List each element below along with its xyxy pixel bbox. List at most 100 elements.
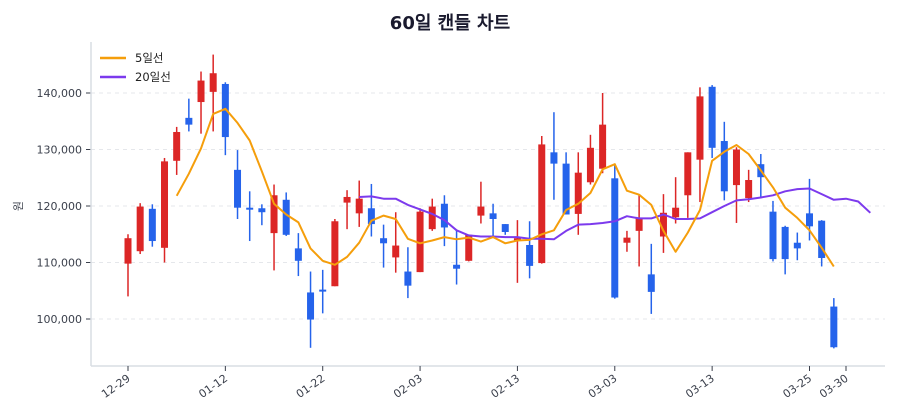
candle-body: [355, 198, 363, 214]
x-tick-label: 01-22: [294, 372, 328, 401]
x-axis: 12-29 01-12 01-22 02-03 02-13 03-03 03-13 03-25…: [91, 365, 885, 401]
candle-body: [781, 226, 789, 260]
candle: [392, 212, 400, 273]
candle-body: [367, 208, 375, 225]
candle: [538, 135, 546, 264]
candle-body: [331, 221, 339, 287]
candle-body: [526, 244, 534, 266]
candle-body: [453, 264, 461, 269]
candle: [489, 203, 497, 238]
candle: [477, 181, 485, 224]
candle-body: [440, 203, 448, 228]
candle-body: [647, 274, 655, 292]
candle: [684, 152, 692, 218]
candle: [720, 121, 728, 201]
candle-body: [234, 169, 242, 208]
candle: [246, 191, 254, 242]
candle-body: [282, 199, 290, 235]
candle-body: [586, 147, 594, 183]
candle: [234, 150, 242, 219]
candle-body: [477, 206, 485, 216]
candle-body: [830, 306, 838, 348]
candle: [623, 230, 631, 252]
candle-body: [538, 144, 546, 264]
candle: [611, 164, 619, 299]
x-tick-label: 12-29: [99, 372, 133, 401]
candle: [818, 220, 826, 267]
candle: [732, 147, 740, 223]
candle-body: [380, 238, 388, 244]
candle: [258, 204, 266, 226]
candle: [331, 218, 339, 287]
candle: [574, 152, 582, 235]
candle: [830, 298, 838, 349]
y-tick-label: 120,000: [37, 200, 83, 213]
candle: [769, 200, 777, 262]
ma5-line: [175, 107, 835, 268]
y-tick-label: 100,000: [37, 313, 83, 326]
candle-body: [684, 152, 692, 196]
candle: [745, 169, 753, 203]
candle: [136, 203, 144, 255]
candle-body: [197, 80, 205, 103]
x-tick-label: 02-03: [391, 372, 425, 401]
candle: [793, 232, 801, 261]
candle: [526, 221, 534, 279]
candle-body: [635, 218, 643, 231]
candle-body: [745, 180, 753, 199]
ma20-line: [359, 187, 871, 241]
candle-body: [294, 248, 302, 261]
candle: [319, 269, 327, 314]
candle-body: [818, 220, 826, 258]
candle: [635, 194, 643, 267]
candle-body: [319, 289, 327, 292]
legend: 5일선 20일선: [100, 51, 171, 84]
candle-body: [221, 83, 229, 138]
candle: [197, 71, 205, 134]
candle-body: [392, 245, 400, 258]
candle: [599, 93, 607, 174]
candle: [708, 85, 716, 158]
candle: [586, 134, 594, 185]
candle: [781, 225, 789, 275]
candle: [173, 126, 181, 175]
candle: [416, 208, 424, 273]
candle: [367, 183, 375, 237]
candle-body: [611, 178, 619, 298]
candle-body: [769, 211, 777, 260]
candle: [294, 233, 302, 277]
candle-body: [148, 208, 156, 242]
y-axis: 100,000 110,000 120,000 130,000 140,000: [37, 42, 92, 366]
legend-ma5-label: 5일선: [135, 51, 163, 65]
candle: [124, 234, 132, 297]
candle-body: [416, 211, 424, 273]
candle: [672, 177, 680, 224]
y-tick-label: 110,000: [37, 257, 83, 270]
candle-body: [343, 196, 351, 203]
y-tick-label: 140,000: [37, 87, 83, 100]
candle: [270, 184, 278, 271]
candle: [550, 112, 558, 200]
candle: [307, 271, 315, 348]
y-axis-label: 원: [12, 201, 25, 211]
candle-body: [659, 212, 667, 237]
candle-body: [599, 124, 607, 169]
candle-body: [270, 195, 278, 234]
x-tick-label: 02-13: [489, 372, 523, 401]
x-tick-label: 03-30: [817, 372, 851, 401]
candle-body: [428, 206, 436, 230]
candle-body: [161, 161, 169, 248]
candle-body: [793, 242, 801, 249]
x-tick-label: 01-12: [196, 372, 230, 401]
candle: [161, 157, 169, 263]
candle: [380, 224, 388, 268]
candle-body: [805, 213, 813, 227]
candle-body: [246, 207, 254, 210]
candle-body: [404, 271, 412, 286]
gridlines: [91, 92, 885, 320]
candle-body: [136, 206, 144, 252]
y-tick-label: 130,000: [37, 144, 83, 157]
candle: [562, 152, 570, 215]
legend-ma20-label: 20일선: [135, 70, 171, 84]
candle-body: [258, 208, 266, 213]
